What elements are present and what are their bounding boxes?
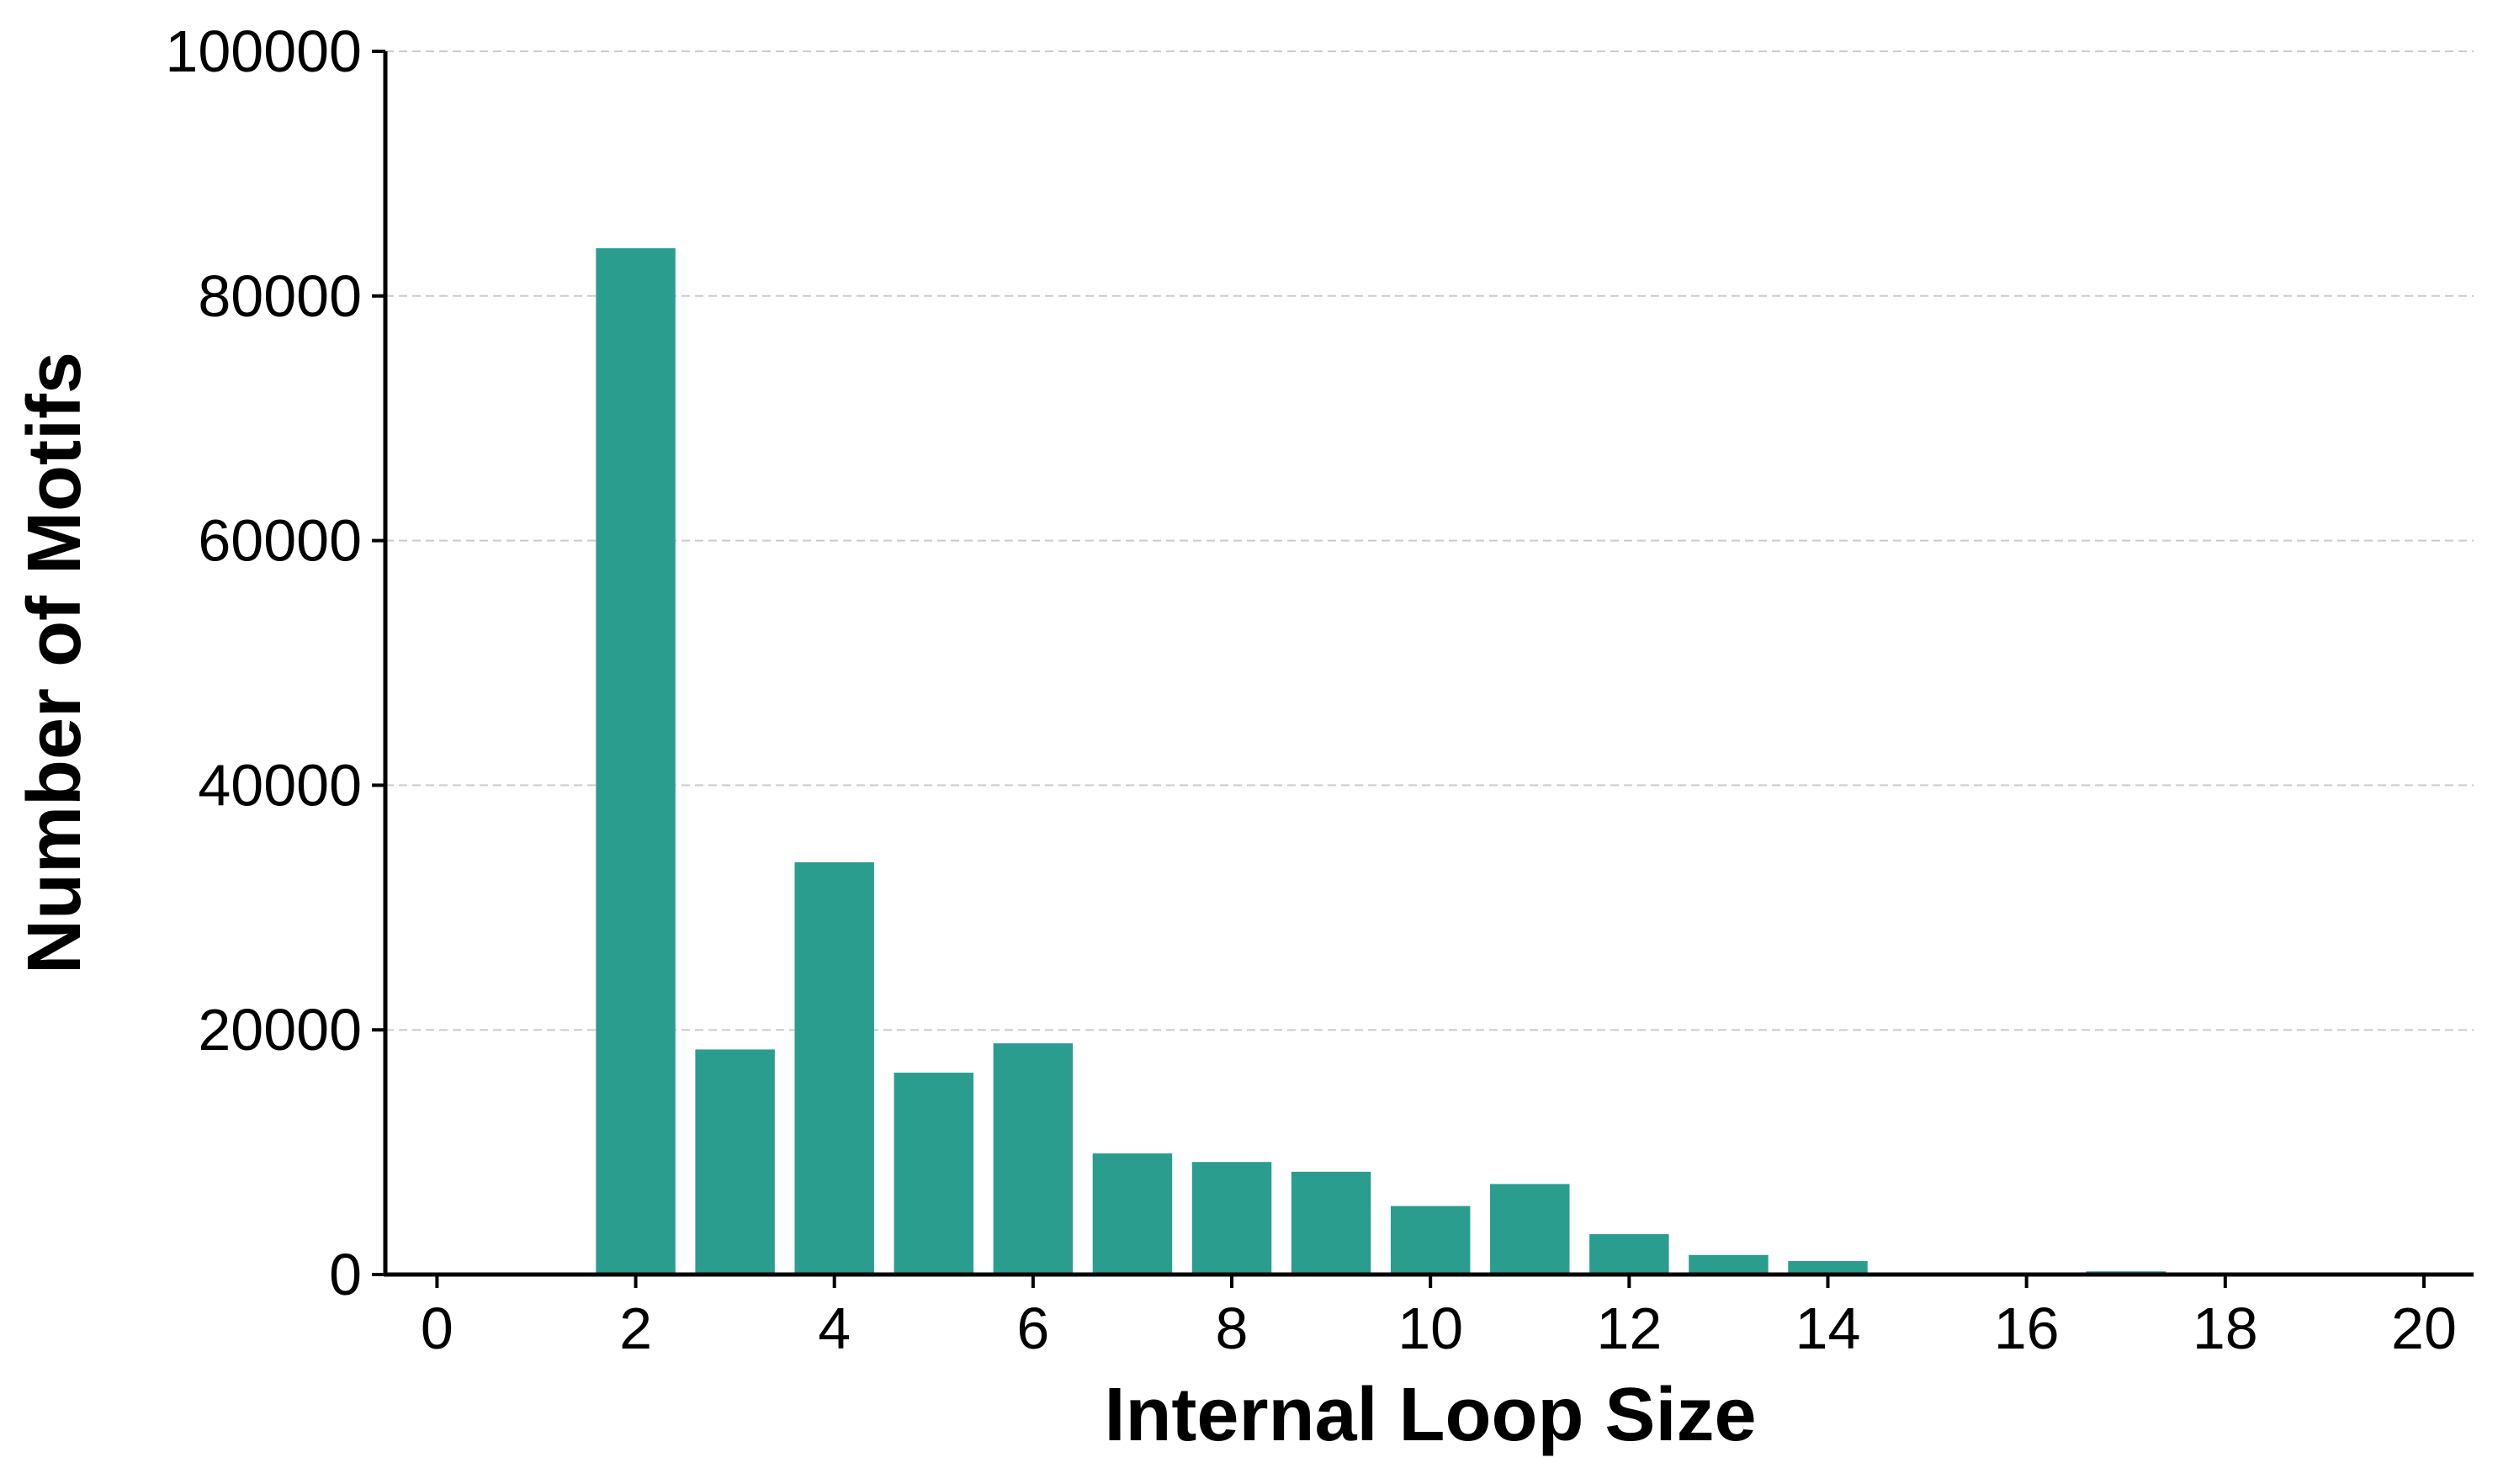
bar-size-9 — [1291, 1171, 1371, 1275]
y-tick-label: 100000 — [165, 19, 362, 84]
x-tick-label: 16 — [1994, 1296, 2060, 1361]
bar-size-14 — [1788, 1261, 1868, 1275]
bar-size-8 — [1191, 1162, 1272, 1275]
y-tick-label: 80000 — [198, 263, 362, 329]
y-tick-label: 60000 — [198, 508, 362, 574]
x-tick-label: 4 — [818, 1296, 851, 1361]
x-tick-label: 12 — [1596, 1296, 1662, 1361]
y-tick-label: 40000 — [198, 752, 362, 818]
x-tick-label: 20 — [2391, 1296, 2457, 1361]
x-axis-label: Internal Loop Size — [1104, 1373, 1756, 1457]
bar-size-11 — [1490, 1184, 1570, 1275]
x-tick-label: 18 — [2193, 1296, 2258, 1361]
y-tick-label: 20000 — [198, 997, 362, 1063]
bar-size-4 — [794, 862, 874, 1275]
x-tick-label: 10 — [1398, 1296, 1463, 1361]
bar-size-6 — [993, 1043, 1074, 1275]
bar-size-12 — [1589, 1234, 1669, 1275]
bar-size-10 — [1390, 1206, 1471, 1275]
x-tick-label: 0 — [421, 1296, 453, 1361]
bar-size-2 — [596, 248, 676, 1275]
bar-size-3 — [695, 1049, 775, 1275]
bar-size-5 — [894, 1073, 974, 1275]
y-axis-label: Number of Motifs — [13, 352, 97, 974]
x-tick-label: 14 — [1795, 1296, 1861, 1361]
x-tick-label: 6 — [1016, 1296, 1049, 1361]
bar-size-13 — [1689, 1254, 1769, 1275]
x-tick-label: 2 — [619, 1296, 652, 1361]
y-tick-label: 0 — [329, 1242, 362, 1307]
bar-size-7 — [1092, 1153, 1173, 1275]
x-tick-label: 8 — [1216, 1296, 1249, 1361]
